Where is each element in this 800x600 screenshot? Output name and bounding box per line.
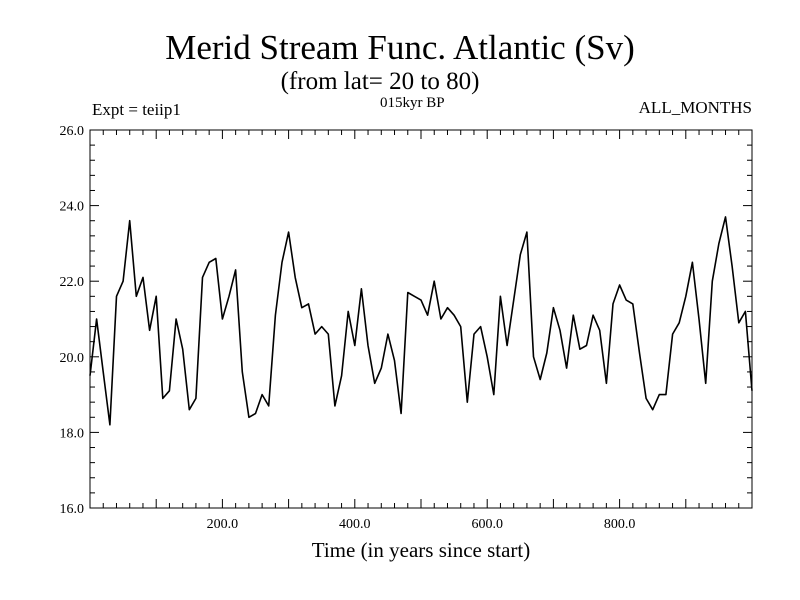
- tick-labels: 200.0 400.0 600.0 800.0 16.0 18.0 20.0 22.0 24.0…: [60, 124, 636, 532]
- chart-subtitle: (from lat= 20 to 80): [280, 68, 480, 95]
- x-axis-title: Time (in years since start): [311, 538, 531, 562]
- y-tick-label: 20.0: [60, 351, 85, 366]
- x-tick-label: 600.0: [471, 517, 503, 532]
- series-line: [89, 216, 753, 426]
- months-label: ALL_MONTHS: [638, 98, 752, 117]
- x-tick-label: 200.0: [207, 517, 239, 532]
- axis-ticks: [90, 130, 752, 508]
- y-tick-label: 26.0: [60, 124, 85, 139]
- experiment-label: Expt = teiip1: [92, 100, 181, 119]
- chart-title: Merid Stream Func. Atlantic (Sv): [165, 28, 635, 67]
- y-tick-label: 22.0: [60, 275, 85, 290]
- period-label: 015kyr BP: [380, 95, 445, 111]
- x-tick-label: 400.0: [339, 517, 371, 532]
- y-tick-label: 24.0: [60, 200, 85, 215]
- plot-frame: [89, 129, 753, 509]
- y-tick-label: 18.0: [60, 426, 85, 441]
- y-tick-label: 16.0: [60, 502, 85, 517]
- x-tick-label: 800.0: [604, 517, 636, 532]
